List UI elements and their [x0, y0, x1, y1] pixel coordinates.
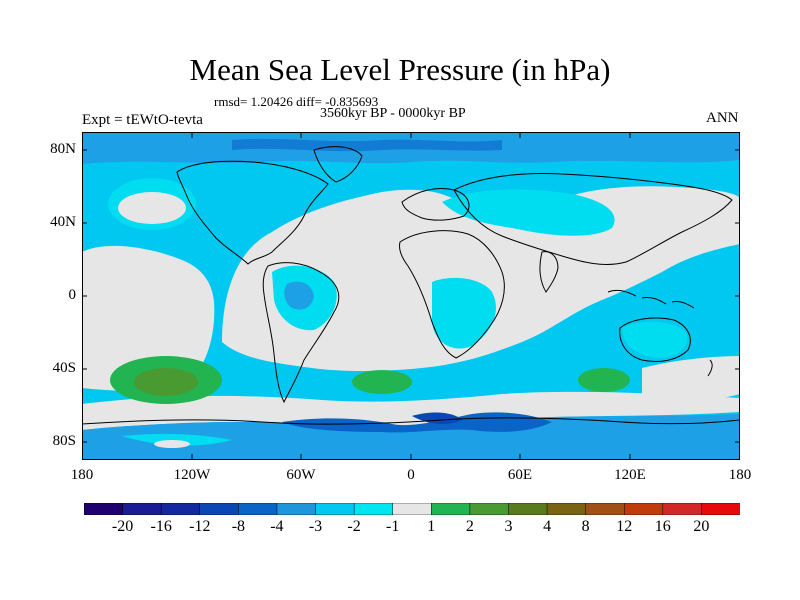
colorbar-swatch: [199, 503, 240, 515]
colorbar-swatch: [701, 503, 740, 515]
lon-label-120e: 120E: [614, 467, 646, 483]
colorbar-label: 12: [616, 518, 633, 535]
colorbar-label: -20: [111, 518, 134, 535]
period-label: 3560kyr BP - 0000kyr BP: [320, 106, 466, 121]
asia-coast: [453, 173, 733, 265]
colorbar-label: -1: [386, 518, 400, 535]
plot-title: Mean Sea Level Pressure (in hPa): [189, 52, 611, 87]
coastlines: [82, 146, 740, 425]
lon-label-0: 0: [407, 467, 415, 483]
colorbar-swatch: [276, 503, 317, 515]
colorbar-label: 2: [465, 518, 474, 535]
colorbar-label: 4: [543, 518, 552, 535]
colorbar-swatch: [662, 503, 703, 515]
lon-label-60e: 60E: [507, 467, 533, 483]
antarctica-coast: [82, 417, 740, 425]
colorbar-label: -4: [270, 518, 284, 535]
antarctic-cyan: [122, 433, 232, 446]
south-pacific-darkgreen: [134, 368, 198, 396]
africa-coast: [399, 230, 505, 359]
grey-pacific: [82, 245, 215, 391]
colorbar-swatch: [84, 503, 124, 515]
colorbar-swatch: [623, 503, 664, 515]
colorbar-swatch: [160, 503, 201, 515]
lat-label-0: 0: [68, 287, 77, 303]
colorbar-swatch: [508, 503, 548, 515]
north-pacific-grey: [118, 192, 186, 224]
southern-ocean-band: [82, 414, 740, 460]
lon-label-180e: 180: [728, 467, 752, 483]
greenland-coast: [313, 146, 363, 183]
colorbar-label: -3: [308, 518, 323, 535]
australia-cyan: [622, 321, 688, 358]
europe-coast: [401, 188, 470, 221]
lat-label-40n: 40N: [50, 214, 76, 230]
season-label: ANN: [706, 110, 739, 126]
lon-label-180w: 180: [70, 467, 94, 483]
australia-coast: [619, 317, 691, 363]
north-america-coast: [176, 160, 329, 265]
new-zealand-coast: [707, 359, 713, 377]
lat-label-80s: 80S: [52, 433, 76, 449]
arctic-dark: [232, 138, 502, 152]
grey-atlantic-africa: [222, 186, 740, 371]
pressure-map: [82, 132, 740, 460]
colorbar: [84, 503, 740, 515]
colorbar-label: -2: [347, 518, 361, 535]
colorbar-label: 3: [504, 518, 513, 535]
colorbar-label: 8: [581, 518, 590, 535]
colorbar-label: 1: [427, 518, 436, 535]
asia-cyan: [442, 189, 615, 236]
colorbar-swatch: [431, 503, 471, 515]
map-ticks: [82, 132, 740, 460]
lat-label-40s: 40S: [52, 360, 76, 376]
colorbar-swatch: [392, 503, 433, 515]
africa-cyan: [432, 277, 496, 349]
colorbar-label: 16: [654, 518, 671, 535]
lat-label-80n: 80N: [50, 141, 76, 157]
south-atlantic-green: [352, 370, 412, 394]
colorbar-swatch: [469, 503, 510, 515]
antarctic-dark: [282, 412, 552, 433]
india-coast: [539, 251, 559, 293]
lon-label-60w: 60W: [286, 467, 316, 483]
grey-east-pacific: [642, 356, 740, 401]
colorbar-label: -16: [150, 518, 172, 535]
antarctic-grey: [154, 440, 190, 448]
colorbar-label: -12: [189, 518, 211, 535]
south-america-coast: [262, 262, 340, 404]
grey-south-band: [82, 391, 740, 430]
indonesia-coast: [607, 289, 695, 309]
stats-label: rmsd= 1.20426 diff= -0.835693: [214, 94, 379, 109]
colorbar-label: -8: [231, 518, 246, 535]
south-indian-green: [578, 368, 630, 392]
colorbar-swatch: [546, 503, 587, 515]
lon-label-120w: 120W: [173, 467, 211, 483]
colorbar-swatch: [585, 503, 625, 515]
experiment-label: Expt = tEWtO-tevta: [82, 112, 203, 128]
colorbar-swatch: [315, 503, 355, 515]
colorbar-swatch: [353, 503, 394, 515]
colorbar-swatch: [122, 503, 162, 515]
south-america-blue: [284, 281, 314, 310]
colorbar-swatch: [238, 503, 278, 515]
colorbar-label: 20: [693, 518, 710, 535]
